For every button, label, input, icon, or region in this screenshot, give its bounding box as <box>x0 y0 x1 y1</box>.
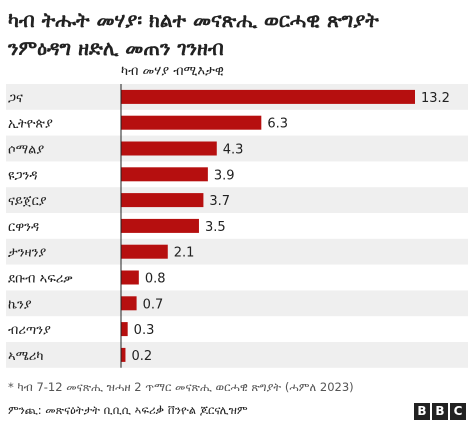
bar-chart: ጋና 13.2 ኢትዮጵያ 6.3 ሶማልያ 4.3 ዩጋንዳ 3.9 ናይጀርያ 3.7 ርዋንዳ… <box>6 84 468 368</box>
bbc-logo-letter-c: C <box>450 403 466 420</box>
category-label: ታንዛንያ <box>8 246 46 261</box>
category-label: ጋና <box>8 91 23 106</box>
source-note: ምንጪ: መጽናዕትታት ቢቢሲ ኣፍሪቃ ቨንዮል ጆርናሊዝም <box>8 403 248 417</box>
bar <box>121 270 139 285</box>
data-label: 3.5 <box>205 220 226 235</box>
category-label: ደቡብ ኣፍሪቃ <box>8 272 73 287</box>
category-label: ናይጀርያ <box>8 194 47 209</box>
bar <box>121 244 168 259</box>
bar <box>121 218 199 233</box>
row-stripe <box>6 187 468 213</box>
category-label: ርዋንዳ <box>8 220 39 235</box>
data-label: 0.2 <box>131 349 152 364</box>
bbc-logo-letter-b2: B <box>432 403 448 420</box>
bar <box>121 296 137 311</box>
bbc-logo: B B C <box>414 403 466 420</box>
category-label: ዩጋንዳ <box>8 168 37 183</box>
bar <box>121 322 128 337</box>
category-label: ኬንያ <box>8 297 32 312</box>
data-label: 3.7 <box>209 194 230 209</box>
bbc-logo-letter-b1: B <box>414 403 430 420</box>
category-label: ሶማልያ <box>8 143 44 158</box>
row-stripe <box>6 342 468 368</box>
bar <box>121 193 204 208</box>
data-label: 2.1 <box>174 246 195 261</box>
bar <box>121 89 415 104</box>
data-label: 3.9 <box>214 168 235 183</box>
chart-title: ካብ ትሑት መሃያ፡ ክልተ መናጽሒ ወርሓዊ ጽግያት ንምዕዳግ ዘድሊ… <box>8 8 379 60</box>
footnote: * ካብ 7-12 መናጽሒ ዝሓዘ 2 ጥማር መናጽሒ ወርሓዊ ጽግያት … <box>8 380 354 394</box>
row-stripe <box>6 238 468 265</box>
data-label: 0.3 <box>134 323 155 338</box>
category-label: ኢትዮጵያ <box>8 117 53 132</box>
data-label: 6.3 <box>267 117 288 132</box>
data-label: 0.8 <box>145 272 166 287</box>
bar <box>121 167 208 182</box>
bar <box>121 141 217 156</box>
chart-subtitle: ካብ መሃያ ብሚእታዊ <box>121 64 224 79</box>
data-label: 0.7 <box>143 297 164 312</box>
bar <box>121 115 262 130</box>
category-label: ብሪጣንያ <box>8 323 51 338</box>
category-label: ኣሜሪካ <box>8 349 43 364</box>
bar <box>121 347 126 362</box>
data-label: 13.2 <box>421 91 450 106</box>
row-stripe <box>6 290 468 317</box>
data-label: 4.3 <box>223 143 244 158</box>
row-stripe <box>6 135 468 162</box>
